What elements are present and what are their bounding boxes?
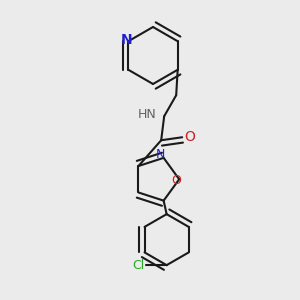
- Text: N: N: [121, 33, 133, 47]
- Text: HN: HN: [138, 108, 157, 121]
- Text: O: O: [171, 174, 181, 187]
- Text: Cl: Cl: [132, 259, 144, 272]
- Text: O: O: [184, 130, 195, 144]
- Text: N: N: [156, 148, 165, 161]
